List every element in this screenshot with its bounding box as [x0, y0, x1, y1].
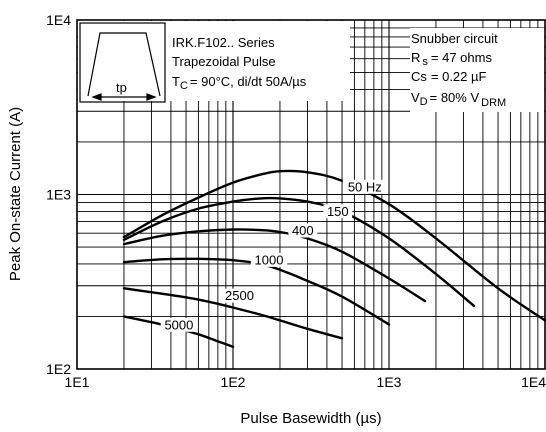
curve-label-bg	[221, 288, 258, 303]
series-labels: 50 Hz 150 400 1000 2500 5000	[160, 179, 387, 332]
device-series-label: IRK.F102.. Series	[172, 35, 275, 50]
curve-label: 400	[292, 223, 314, 238]
plot-frame	[76, 19, 546, 370]
series-group	[122, 169, 546, 348]
waveform-label: tp	[116, 80, 127, 95]
series-curve-5	[122, 287, 344, 340]
info-panel	[78, 21, 350, 101]
curve-label: 1000	[255, 252, 284, 267]
curve-label: 150	[327, 204, 349, 219]
series-curve-1	[122, 169, 546, 322]
series-curve-3	[122, 228, 427, 303]
series-curve-6	[122, 315, 235, 348]
y-tick-label: 1E2	[46, 361, 71, 377]
x-tick-label: 1E2	[221, 374, 246, 390]
curve-label-bg	[342, 179, 387, 194]
curve-label: 5000	[164, 317, 193, 332]
snubber-panel	[410, 28, 544, 112]
snubber-label: Snubber circuit	[411, 31, 498, 46]
x-tick-label: 1E1	[65, 374, 90, 390]
x-tick-label: 1E4	[521, 374, 546, 390]
cs-label: Cs = 0.22 µF	[411, 69, 486, 84]
curve-label-bg	[250, 252, 288, 267]
curve-label-bg	[288, 223, 318, 238]
curve-label-bg	[323, 204, 353, 219]
pulse-type-label: Trapezoidal Pulse	[172, 54, 276, 69]
y-axis-label: Peak On-state Current (A)	[7, 107, 24, 281]
y-tick-label: 1E3	[46, 187, 71, 203]
waveform-icon	[79, 22, 166, 103]
curve-label: 2500	[225, 288, 254, 303]
curve-label: 50 Hz	[348, 179, 382, 194]
y-tick-label: 1E4	[46, 12, 71, 28]
series-curve-2	[122, 196, 476, 308]
vd-label: VD = 80% V DRM	[411, 90, 506, 109]
x-tick-label: 1E3	[377, 374, 402, 390]
x-axis-label: Pulse Basewidth (µs)	[240, 410, 381, 427]
curve-label-bg	[160, 317, 198, 332]
conditions-label: TC = 90°C, di/dt 50A/µs	[172, 74, 307, 92]
